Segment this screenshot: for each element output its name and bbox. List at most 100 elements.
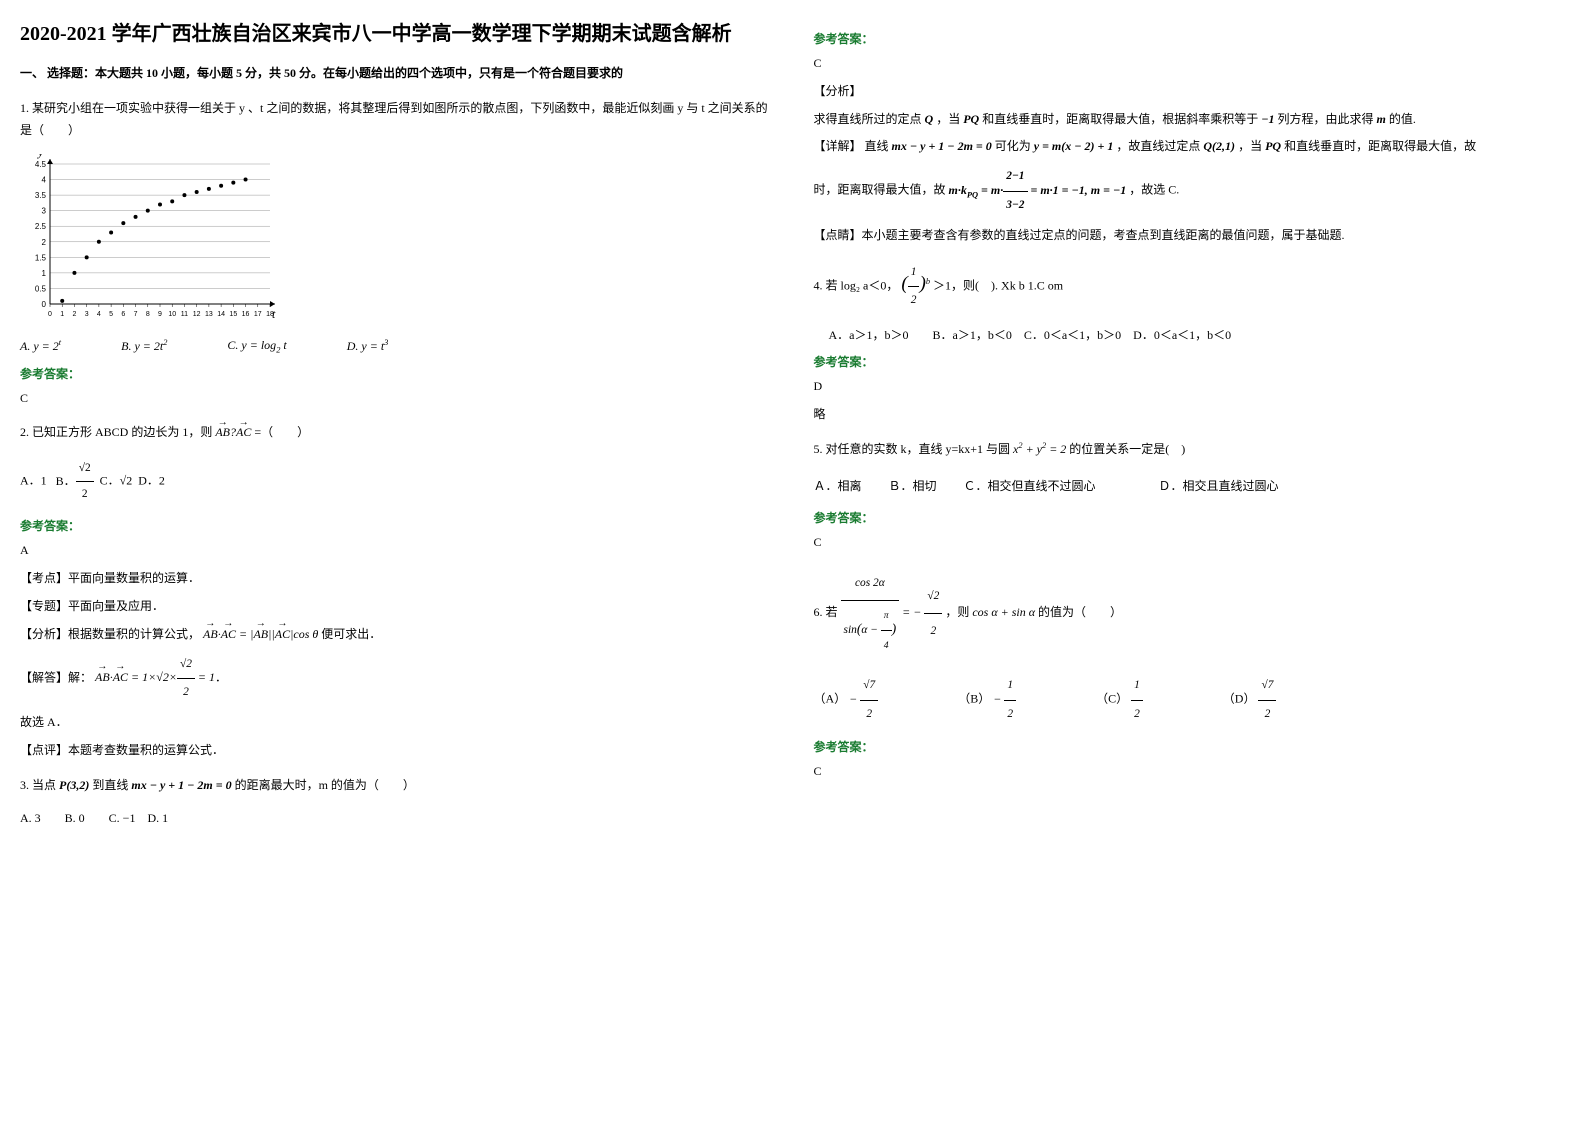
svg-text:4: 4 (97, 311, 101, 318)
svg-text:y: y (37, 154, 44, 159)
q2-fenxi: 【分析】根据数量积的计算公式， AB·AC = |AB||AC|cos θ 便可… (20, 623, 774, 646)
svg-text:15: 15 (229, 311, 237, 318)
q5-answer: C (814, 531, 1568, 554)
q5-opt-d: Ｄ．相交且直线过圆心 (1159, 479, 1279, 493)
svg-text:t: t (272, 307, 276, 321)
q6-opt-b: （B） − 12 (958, 672, 1016, 728)
q3-answer-label: 参考答案： (814, 30, 1568, 47)
q6-opt-a: （A） − √72 (814, 672, 879, 728)
q3-fenxi-label: 【分析】 (814, 80, 1568, 103)
svg-text:10: 10 (168, 311, 176, 318)
svg-text:4.5: 4.5 (35, 160, 47, 169)
q1-opt-c: C. y = log2 t (227, 338, 286, 354)
svg-text:1: 1 (42, 269, 47, 278)
exam-page: 2020-2021 学年广西壮族自治区来宾市八一中学高一数学理下学期期末试题含解… (20, 20, 1567, 826)
svg-text:0: 0 (42, 300, 47, 309)
q2-opt-c: C．√2 (100, 474, 133, 488)
svg-text:7: 7 (134, 311, 138, 318)
svg-text:17: 17 (254, 311, 262, 318)
q3-answer: C (814, 52, 1568, 75)
q6-options: （A） − √72 （B） − 12 （C） 12 （D） √72 (814, 672, 1568, 728)
q2-text-pre: 2. 已知正方形 ABCD 的边长为 1，则 (20, 425, 215, 439)
right-column: 参考答案： C 【分析】 求得直线所过的定点 Q ，当 PQ 和直线垂直时，距离… (814, 20, 1568, 826)
svg-text:13: 13 (205, 311, 213, 318)
question-5: 5. 对任意的实数 k，直线 y=kx+1 与圆 x2 + y2 = 2 的位置… (814, 438, 1568, 461)
q6-lhs: cos 2α sin(α − π4) = − √22 (841, 566, 943, 660)
svg-text:3: 3 (85, 311, 89, 318)
svg-text:0.5: 0.5 (35, 285, 47, 294)
svg-text:0: 0 (48, 311, 52, 318)
q2-options: A．1 B．√22 C．√2 D．2 (20, 456, 774, 507)
svg-text:16: 16 (242, 311, 250, 318)
q3-text-post: 的距离最大时，m 的值为（ ） (235, 778, 415, 792)
svg-text:6: 6 (121, 311, 125, 318)
question-6: 6. 若 cos 2α sin(α − π4) = − √22 ，则 cos α… (814, 566, 1568, 660)
q3-options: A. 3 B. 0 C. −1 D. 1 (20, 809, 774, 826)
q3-xiangjie-eq: 时，距离取得最大值，故 m·kPQ = m·2−13−2 = m·1 = −1,… (814, 163, 1568, 219)
q1-answer-label: 参考答案： (20, 365, 774, 382)
question-4: 4. 若 log₂ a＜0， (12)b ＞1，则( ). Xk b 1.C o… (814, 259, 1568, 315)
q2-answer-label: 参考答案： (20, 517, 774, 534)
section-1-header: 一、 选择题：本大题共 10 小题，每小题 5 分，共 50 分。在每小题给出的… (20, 63, 774, 85)
q4-answer: D (814, 375, 1568, 398)
q1-options: A. y = 2t B. y = 2t2 C. y = log2 t D. y … (20, 338, 774, 354)
q2-answer: A (20, 539, 774, 562)
svg-text:1.5: 1.5 (35, 254, 47, 263)
q6-answer-label: 参考答案： (814, 738, 1568, 755)
svg-text:2: 2 (72, 311, 76, 318)
q3-xiangjie: 【详解】 直线 mx − y + 1 − 2m = 0 可化为 y = m(x … (814, 135, 1568, 158)
svg-text:11: 11 (181, 311, 188, 318)
svg-text:12: 12 (193, 311, 201, 318)
q1-opt-a: A. y = 2t (20, 338, 61, 354)
svg-text:4: 4 (42, 176, 47, 185)
question-2: 2. 已知正方形 ABCD 的边长为 1，则 AB?AC =（ ） (20, 421, 774, 444)
q3-point: P(3,2) (59, 778, 89, 792)
q3-line: mx − y + 1 − 2m = 0 (131, 778, 231, 792)
q2-jieda-expr: AB·AC = 1×√2×√22 = 1 (95, 670, 215, 684)
svg-text:9: 9 (158, 311, 162, 318)
q5-answer-label: 参考答案： (814, 509, 1568, 526)
q5-opt-c: Ｃ．相交但直线不过圆心 (964, 479, 1096, 493)
scatter-plot-svg: 00.511.522.533.544.501234567891011121314… (20, 154, 280, 324)
left-column: 2020-2021 学年广西壮族自治区来宾市八一中学高一数学理下学期期末试题含解… (20, 20, 774, 826)
page-title: 2020-2021 学年广西壮族自治区来宾市八一中学高一数学理下学期期末试题含解… (20, 20, 774, 48)
svg-text:2.5: 2.5 (35, 222, 47, 231)
svg-text:1: 1 (60, 311, 64, 318)
q1-answer: C (20, 387, 774, 410)
q6-answer: C (814, 760, 1568, 783)
q4-expr: (12)b (901, 278, 933, 292)
q6-opt-c: （C） 12 (1096, 672, 1143, 728)
q6-opt-d: （D） √72 (1223, 672, 1277, 728)
q2-kaodian: 【考点】平面向量数量积的运算． (20, 567, 774, 590)
question-3: 3. 当点 P(3,2) 到直线 mx − y + 1 − 2m = 0 的距离… (20, 774, 774, 797)
svg-text:3.5: 3.5 (35, 191, 47, 200)
q2-guxuan: 故选 A． (20, 711, 774, 734)
q2-fenxi-expr: AB·AC = |AB||AC|cos θ (203, 627, 318, 641)
q3-text-pre: 3. 当点 (20, 778, 59, 792)
q5-options: Ａ．相离 Ｂ．相切 Ｃ．相交但直线不过圆心 Ｄ．相交且直线过圆心 (814, 473, 1568, 499)
svg-text:5: 5 (109, 311, 113, 318)
q3-fenxi: 求得直线所过的定点 Q ，当 PQ 和直线垂直时，距离取得最大值，根据斜率乘积等… (814, 108, 1568, 131)
q4-options: A．a＞1，b＞0 B．a＞1，b＜0 C．0＜a＜1，b＞0 D．0＜a＜1，… (829, 326, 1568, 343)
q3-text-mid: 到直线 (92, 778, 131, 792)
svg-text:8: 8 (146, 311, 150, 318)
q2-zhuanti: 【专题】平面向量及应用． (20, 595, 774, 618)
q1-text: 1. 某研究小组在一项实验中获得一组关于 y 、t 之间的数据，将其整理后得到如… (20, 101, 768, 138)
svg-text:14: 14 (217, 311, 225, 318)
q2-dianping: 【点评】本题考查数量积的运算公式． (20, 739, 774, 762)
q4-answer-label: 参考答案： (814, 353, 1568, 370)
q3-dianjing: 【点睛】本小题主要考查含有参数的直线过定点的问题，考查点到直线距离的最值问题，属… (814, 224, 1568, 247)
q2-opt-a: A．1 (20, 474, 47, 488)
q4-lue: 略 (814, 403, 1568, 426)
q5-circle: x2 + y2 = 2 (1013, 442, 1066, 456)
q2-jieda: 【解答】解： AB·AC = 1×√2×√22 = 1． (20, 651, 774, 707)
q1-opt-b: B. y = 2t2 (121, 338, 167, 354)
q5-opt-b: Ｂ．相切 (889, 479, 937, 493)
q5-opt-a: Ａ．相离 (814, 479, 862, 493)
q2-vec-expr: AB?AC (215, 425, 251, 439)
svg-text:3: 3 (42, 207, 47, 216)
q2-opt-b: B．√22 (56, 474, 94, 488)
question-1: 1. 某研究小组在一项实验中获得一组关于 y 、t 之间的数据，将其整理后得到如… (20, 97, 774, 143)
q1-opt-d: D. y = t3 (347, 338, 389, 354)
q2-opt-d: D．2 (138, 474, 165, 488)
